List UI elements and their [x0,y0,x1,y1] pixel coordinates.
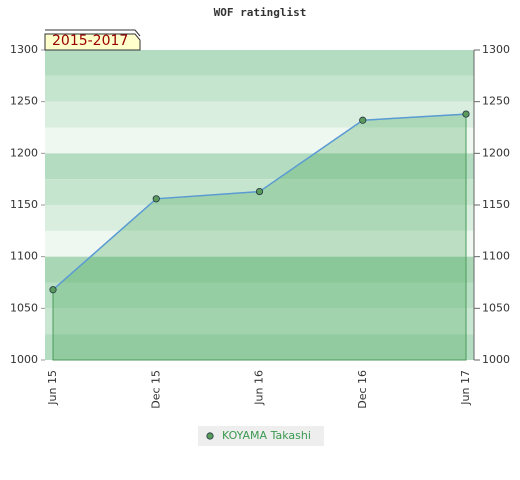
marker [152,195,160,203]
legend-box [198,426,324,446]
y2-tick-label: 1050 [482,301,510,314]
y-tick-label: 1250 [10,95,38,108]
y2-tick-label: 1250 [482,95,510,108]
x-tick-label: Jun 16 [253,370,266,406]
marker [49,286,57,294]
marker [462,110,470,118]
y2-tick-label: 1300 [482,43,510,56]
y-tick-label: 1000 [10,353,38,366]
annotation: 2015-2017 [52,33,128,49]
y2-tick-label: 1200 [482,146,510,159]
x-tick-label: Dec 15 [149,370,162,409]
plot-band [45,127,474,154]
y2-tick-label: 1150 [482,198,510,211]
plot-band [45,256,474,283]
annotation-box [44,33,141,51]
y2-tick-label: 1000 [482,353,510,366]
y-tick-label: 1100 [10,250,38,263]
marker [359,116,367,124]
plot-band [45,75,474,102]
plot-band [45,230,474,257]
plot-band [45,153,474,180]
y-tick-label: 1300 [10,43,38,56]
y-tick-label: 1150 [10,198,38,211]
annotation-box-shade [45,29,141,37]
plot-band [45,334,474,360]
legend-marker [206,432,214,440]
plot-band [45,205,474,231]
x-tick-label: Jun 17 [459,370,472,406]
plot-band [45,282,474,309]
marker [255,187,264,196]
plot-band [45,308,474,335]
plot-band [45,101,474,128]
y-tick-label: 1200 [10,146,38,159]
chart-title: WOF ratinglist [214,6,307,19]
y-tick-label: 1050 [10,301,38,314]
plot-band [45,50,474,76]
legend-label: KOYAMA Takashi [222,429,311,442]
y2-tick-label: 1100 [482,250,510,263]
x-tick-label: Jun 15 [46,370,59,406]
x-tick-label: Dec 16 [356,370,369,409]
